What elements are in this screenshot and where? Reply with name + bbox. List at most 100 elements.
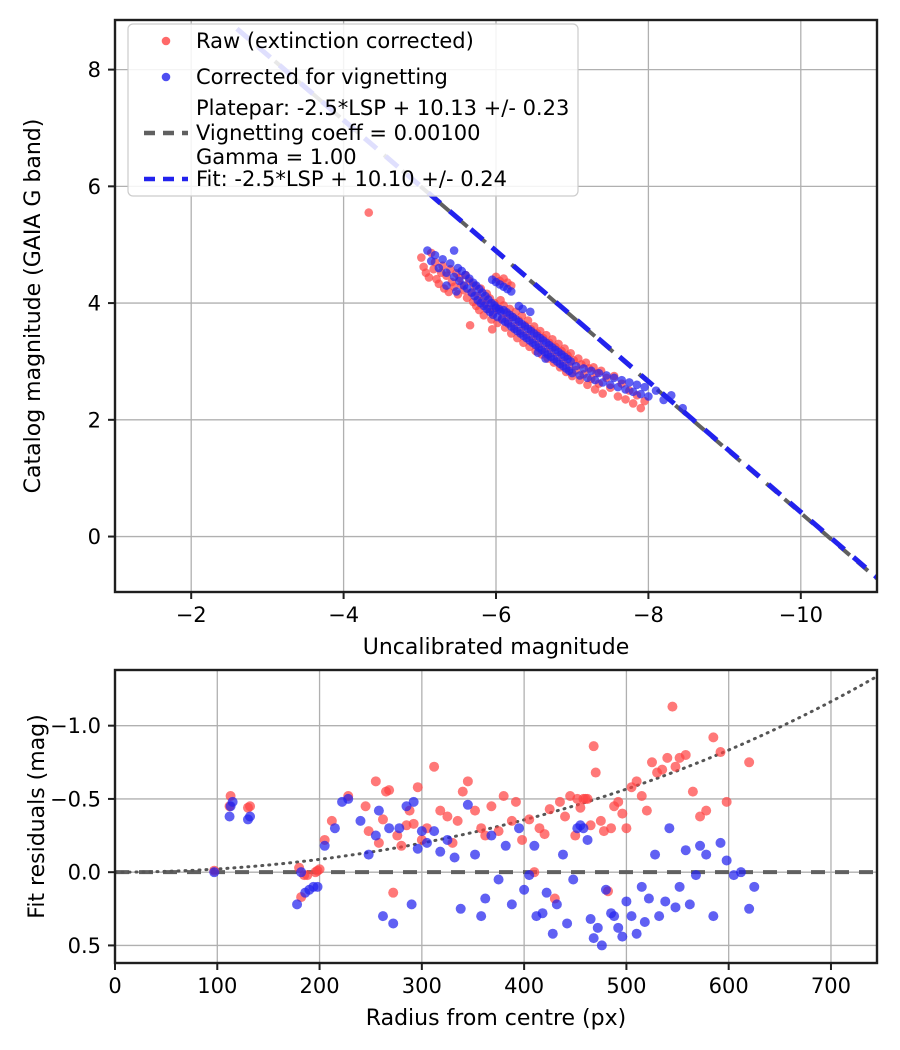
- data-point: [416, 826, 427, 837]
- x-tick-label: 0: [108, 974, 121, 998]
- data-point: [525, 307, 535, 317]
- data-point: [636, 790, 647, 801]
- data-point: [590, 767, 601, 778]
- series-corrected: [423, 246, 687, 413]
- y-tick-label: 0.0: [68, 861, 101, 885]
- data-point: [519, 884, 530, 895]
- legend-entry-fit[interactable]: Fit: -2.5*LSP + 10.10 +/- 0.24: [144, 167, 507, 191]
- data-point: [355, 815, 366, 826]
- data-point: [438, 255, 447, 264]
- data-point: [373, 805, 384, 816]
- data-point: [684, 899, 695, 910]
- data-point: [744, 757, 755, 768]
- data-point: [680, 845, 691, 856]
- data-point: [735, 867, 746, 878]
- data-point: [547, 928, 558, 939]
- data-point: [636, 403, 646, 413]
- data-point: [613, 922, 624, 933]
- plot-area: [115, 675, 877, 951]
- data-point: [486, 801, 497, 812]
- data-point: [664, 823, 675, 834]
- data-point: [628, 387, 638, 397]
- data-point: [314, 864, 325, 875]
- data-point: [560, 811, 571, 822]
- data-point: [606, 823, 617, 834]
- legend-entry-platepar-line1[interactable]: Platepar: -2.5*LSP + 10.13 +/- 0.23: [196, 96, 569, 120]
- data-point: [632, 380, 642, 390]
- legend-entry-raw[interactable]: Raw (extinction corrected): [161, 29, 474, 53]
- data-point: [650, 849, 661, 860]
- x-tick-label: 300: [402, 974, 442, 998]
- data-point: [598, 378, 607, 387]
- data-point: [449, 852, 460, 863]
- data-point: [582, 834, 593, 845]
- x-tick-label: −4: [328, 603, 359, 627]
- data-point: [651, 386, 661, 395]
- panel-photometry-calibration: −2 −4 −6 −8 −10 0 2 4 6 8 Uncalibrated magnitude Ca…: [21, 18, 879, 660]
- data-point: [680, 749, 691, 760]
- data-point: [423, 246, 432, 255]
- legend-box: [127, 23, 579, 197]
- data-point: [442, 281, 451, 290]
- data-point: [670, 761, 681, 772]
- x-tick-label: −2: [176, 603, 207, 627]
- data-point: [644, 392, 653, 401]
- data-point: [678, 403, 687, 413]
- legend-entry-corrected[interactable]: Corrected for vignetting: [161, 65, 448, 89]
- data-point: [465, 320, 475, 330]
- legend-entry-platepar-line2[interactable]: Vignetting coeff = 0.00100: [144, 121, 480, 145]
- data-point: [557, 849, 568, 860]
- data-point: [554, 796, 565, 807]
- y-tick-label: 6: [88, 175, 101, 199]
- legend-label: Vignetting coeff = 0.00100: [196, 121, 480, 145]
- data-point: [388, 918, 399, 929]
- vignetting-model-curve: [115, 675, 877, 874]
- data-point: [449, 246, 459, 255]
- data-point: [408, 796, 419, 807]
- data-point: [721, 855, 732, 866]
- data-point: [292, 899, 303, 910]
- data-point: [384, 785, 395, 796]
- data-point: [429, 761, 440, 772]
- data-point: [514, 823, 525, 834]
- data-point: [329, 823, 340, 834]
- data-point: [388, 887, 399, 898]
- data-point: [666, 391, 676, 400]
- data-point: [510, 796, 521, 807]
- x-tick-label: −6: [481, 603, 512, 627]
- data-point: [517, 834, 528, 845]
- data-point: [518, 304, 527, 314]
- axis-frame: [113, 668, 879, 965]
- axis-ticks: 0 100 200 300 400 500 600 700 0.5 0.0 −0.5 −1.0: [50, 714, 851, 998]
- data-point: [640, 382, 649, 392]
- data-point: [434, 263, 444, 273]
- data-point: [617, 808, 628, 819]
- data-point: [592, 922, 603, 933]
- data-point: [500, 840, 511, 851]
- data-point: [245, 801, 256, 812]
- data-point: [657, 764, 668, 775]
- data-point: [562, 918, 573, 929]
- data-point: [396, 840, 407, 851]
- data-point: [408, 818, 419, 829]
- data-point: [524, 870, 535, 881]
- data-point: [621, 823, 632, 834]
- data-point: [506, 815, 517, 826]
- data-point: [480, 893, 491, 904]
- data-point: [435, 846, 446, 857]
- data-point: [575, 371, 585, 380]
- data-point: [429, 826, 440, 837]
- data-point: [613, 796, 624, 807]
- data-point: [695, 840, 706, 851]
- data-point: [701, 805, 712, 816]
- data-point: [493, 826, 504, 837]
- data-point: [524, 814, 535, 825]
- data-point: [571, 361, 581, 371]
- data-point: [715, 837, 726, 848]
- x-tick-label: 500: [606, 974, 646, 998]
- legend-entry-platepar-line3[interactable]: Gamma = 1.00: [196, 145, 357, 169]
- data-point: [687, 786, 698, 797]
- data-point: [636, 881, 647, 892]
- data-point: [245, 811, 256, 822]
